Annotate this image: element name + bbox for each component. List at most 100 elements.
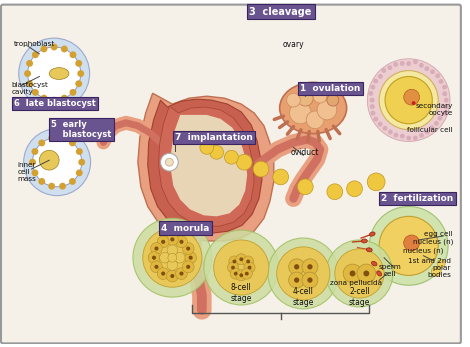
Circle shape [400,60,405,65]
Circle shape [133,218,212,297]
Circle shape [412,101,415,105]
Circle shape [400,135,405,140]
Circle shape [75,80,82,87]
Text: ovary: ovary [282,40,304,49]
Circle shape [236,154,252,170]
Circle shape [335,249,384,298]
Circle shape [239,257,243,261]
Polygon shape [170,115,247,216]
Text: follicular cell: follicular cell [407,127,453,133]
Circle shape [363,271,369,277]
Circle shape [161,271,165,276]
Circle shape [413,133,417,138]
Text: 6  late blastocyst: 6 late blastocyst [14,99,96,108]
Circle shape [406,134,411,139]
Text: fimbriae: fimbriae [311,82,343,91]
Ellipse shape [49,68,69,79]
Text: blastocyst
cavity: blastocyst cavity [12,82,49,95]
Text: inner
cell
mass: inner cell mass [18,162,37,182]
Circle shape [225,150,238,164]
Circle shape [170,274,174,278]
Circle shape [176,268,188,279]
Polygon shape [138,93,274,241]
Circle shape [375,79,379,84]
Circle shape [78,159,85,166]
Circle shape [287,93,300,107]
Circle shape [39,139,45,146]
Circle shape [393,134,398,139]
Ellipse shape [377,271,382,276]
Circle shape [443,91,448,96]
Text: 3  cleavage: 3 cleavage [250,7,312,17]
Circle shape [155,246,158,251]
Circle shape [186,265,190,269]
Circle shape [343,264,362,283]
Circle shape [289,272,305,288]
Circle shape [233,260,236,263]
Circle shape [26,60,33,67]
Circle shape [248,265,251,270]
Circle shape [372,110,376,115]
Ellipse shape [369,232,375,236]
Circle shape [376,73,381,78]
Circle shape [167,260,178,270]
Circle shape [231,265,235,270]
Circle shape [200,141,214,154]
Text: trophoblast: trophoblast [14,41,55,47]
Circle shape [437,260,445,268]
Circle shape [61,45,68,52]
Circle shape [31,148,39,155]
Circle shape [229,256,240,267]
Text: 2  fertilization: 2 fertilization [381,194,454,203]
Circle shape [26,80,33,87]
Circle shape [160,252,170,263]
Ellipse shape [371,261,377,266]
Circle shape [59,183,66,189]
Circle shape [357,264,376,283]
Circle shape [31,169,39,176]
Text: zona pellucida: zona pellucida [330,280,382,286]
Circle shape [385,76,432,124]
Circle shape [413,62,417,67]
Text: 4-cell
stage: 4-cell stage [293,287,314,307]
Circle shape [368,59,450,142]
Text: egg cell
nucleus (n): egg cell nucleus (n) [413,231,453,245]
Circle shape [382,127,386,132]
Circle shape [40,95,47,102]
Circle shape [243,256,254,267]
Circle shape [230,268,241,279]
Circle shape [440,85,445,90]
Circle shape [76,148,83,155]
Circle shape [70,51,77,58]
Circle shape [369,206,448,285]
Circle shape [435,74,440,78]
Circle shape [317,100,337,120]
Circle shape [204,230,279,305]
Circle shape [306,111,324,129]
Circle shape [51,43,58,50]
Circle shape [152,256,156,260]
Circle shape [166,270,178,282]
Circle shape [307,264,313,270]
Circle shape [210,145,224,159]
Text: 8-cell
stage: 8-cell stage [231,283,252,303]
Text: 1st and 2nd
polar
bodies: 1st and 2nd polar bodies [408,257,451,278]
Circle shape [32,137,82,187]
Circle shape [350,271,355,277]
Circle shape [424,66,430,71]
Ellipse shape [280,82,347,134]
Circle shape [368,104,373,109]
Circle shape [419,133,424,137]
Circle shape [39,150,59,170]
Circle shape [444,104,449,109]
Circle shape [439,117,444,122]
Text: 2-cell
stage: 2-cell stage [349,287,370,307]
Circle shape [404,89,420,105]
Circle shape [214,240,269,295]
Circle shape [445,98,449,103]
Circle shape [48,135,55,142]
Circle shape [246,260,250,263]
Circle shape [290,102,311,124]
Circle shape [32,89,39,96]
Circle shape [70,89,77,96]
